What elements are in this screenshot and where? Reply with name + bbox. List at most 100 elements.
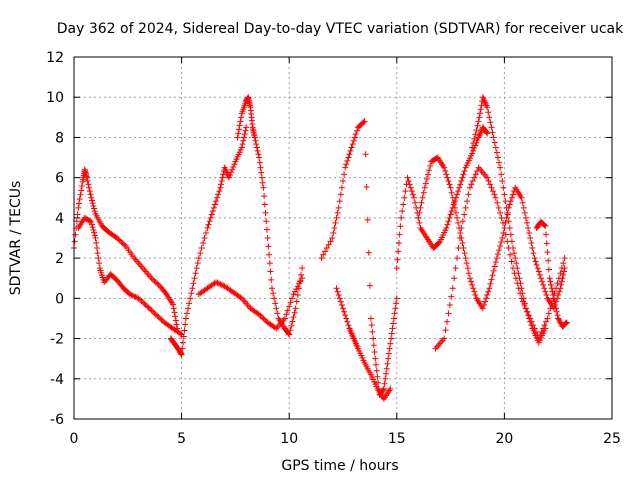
data-point <box>149 276 156 283</box>
data-point <box>142 302 149 309</box>
data-point <box>470 140 477 147</box>
data-point <box>487 181 494 188</box>
data-point <box>327 238 334 245</box>
data-point <box>230 163 237 170</box>
data-point <box>73 218 80 225</box>
data-point <box>260 315 267 322</box>
data-point <box>526 315 533 322</box>
data-point <box>459 174 466 181</box>
data-point <box>288 322 295 329</box>
data-point <box>151 310 158 317</box>
data-point <box>492 194 499 201</box>
data-point <box>296 280 303 287</box>
data-point <box>463 260 470 267</box>
data-point <box>318 255 325 262</box>
data-point <box>491 263 498 270</box>
data-point <box>147 306 154 313</box>
data-point <box>513 260 520 267</box>
data-point <box>268 285 275 292</box>
data-point <box>83 174 90 181</box>
data-point <box>214 194 221 201</box>
data-point <box>484 130 491 137</box>
data-point <box>449 194 456 201</box>
data-point <box>259 179 266 186</box>
data-point <box>496 159 503 166</box>
data-point <box>365 249 372 256</box>
data-point <box>542 325 549 332</box>
data-point <box>452 209 459 216</box>
data-point <box>550 295 557 302</box>
data-point <box>136 296 143 303</box>
data-point <box>494 251 501 258</box>
data-point <box>543 318 550 325</box>
data-point <box>337 298 344 305</box>
data-point <box>485 178 492 185</box>
data-point <box>501 191 508 198</box>
data-point <box>362 151 369 158</box>
data-point <box>497 164 504 171</box>
data-point <box>180 339 187 346</box>
data-point <box>519 290 526 297</box>
data-point <box>523 308 530 315</box>
series-track-k <box>469 94 549 346</box>
data-point <box>182 315 189 322</box>
data-point <box>447 184 454 191</box>
data-point <box>551 298 558 305</box>
data-point <box>442 327 449 334</box>
data-point <box>406 181 413 188</box>
data-point <box>460 171 467 178</box>
data-point <box>532 258 539 265</box>
data-point <box>299 275 306 282</box>
data-point <box>562 320 569 327</box>
data-point <box>547 305 554 312</box>
data-point <box>451 204 458 211</box>
data-point <box>456 235 463 241</box>
data-point <box>446 181 453 188</box>
data-point <box>264 235 271 241</box>
data-point <box>540 281 547 288</box>
data-point <box>344 318 351 325</box>
data-point <box>261 316 268 323</box>
data-point <box>91 208 98 215</box>
data-point <box>518 194 525 201</box>
data-point <box>90 226 97 233</box>
data-point <box>487 119 494 126</box>
data-point <box>152 311 159 318</box>
data-point <box>118 239 125 246</box>
data-point <box>457 181 464 188</box>
data-point <box>78 187 85 194</box>
data-point <box>281 315 288 322</box>
data-point <box>235 130 242 137</box>
data-point <box>446 214 453 221</box>
data-point <box>456 184 463 191</box>
series-track-j <box>432 164 568 352</box>
data-point <box>253 144 260 151</box>
data-point <box>91 229 98 236</box>
data-point <box>541 322 548 329</box>
data-point <box>236 122 243 129</box>
data-point <box>338 184 345 191</box>
data-point <box>409 191 416 198</box>
data-point <box>385 355 392 362</box>
data-point <box>353 127 360 134</box>
data-point <box>75 204 82 211</box>
data-point <box>521 300 528 307</box>
data-point <box>76 196 83 203</box>
data-point <box>87 218 94 225</box>
data-point <box>289 318 296 325</box>
data-point <box>443 171 450 178</box>
data-point <box>531 255 538 262</box>
data-point <box>270 290 277 297</box>
data-point <box>93 240 100 247</box>
data-point <box>349 141 356 148</box>
data-point <box>444 174 451 181</box>
data-point <box>94 250 101 257</box>
data-point <box>297 277 304 284</box>
data-point <box>347 147 354 154</box>
data-point <box>95 255 102 262</box>
data-point <box>293 298 300 305</box>
data-point <box>256 159 263 166</box>
y-tick-label: 2 <box>55 251 64 267</box>
data-point <box>469 281 476 288</box>
